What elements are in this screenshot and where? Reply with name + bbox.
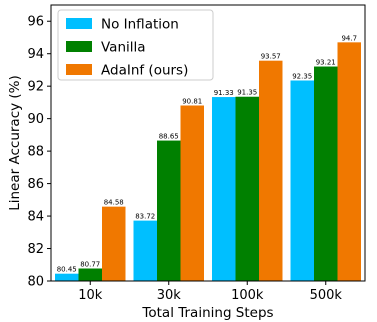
x-axis: 10k 30k 100k 500k bbox=[78, 281, 342, 303]
y-axis-label: Linear Accuracy (%) bbox=[7, 75, 23, 211]
y-tick-label-88: 88 bbox=[27, 145, 44, 160]
y-tick-label-90: 90 bbox=[27, 112, 44, 127]
data-label-vanilla-10k: 80.77 bbox=[80, 260, 100, 268]
data-label-no-inflation-500k: 92.35 bbox=[292, 72, 312, 80]
legend-label-adainf-ours: AdaInf (ours) bbox=[101, 63, 188, 79]
legend-swatch-vanilla bbox=[66, 41, 92, 52]
bar-no-inflation-100k bbox=[212, 97, 236, 282]
bar-vanilla-10k bbox=[78, 268, 102, 281]
plot-frame bbox=[50, 4, 366, 282]
y-axis: 80 82 84 86 88 90 92 94 96 bbox=[27, 15, 51, 290]
data-label-no-inflation-10k: 80.45 bbox=[57, 266, 77, 274]
x-tick-label-500k: 500k bbox=[310, 288, 343, 303]
legend-swatch-no-inflation bbox=[66, 18, 92, 29]
x-tick-label-30k: 30k bbox=[157, 288, 182, 303]
data-label-adainf-ours-500k: 94.7 bbox=[341, 34, 357, 42]
data-labels-layer: 80.45 83.72 91.33 92.35 80.77 88.65 91.35 93.21… bbox=[57, 34, 357, 273]
bar-adainf-ours-10k bbox=[102, 206, 126, 281]
bars-layer bbox=[55, 42, 361, 282]
data-label-vanilla-500k: 93.21 bbox=[316, 59, 336, 67]
y-tick-label-80: 80 bbox=[27, 275, 44, 290]
x-tick-label-100k: 100k bbox=[231, 288, 264, 303]
x-tick-label-10k: 10k bbox=[78, 288, 103, 303]
bar-vanilla-500k bbox=[314, 66, 338, 281]
data-label-adainf-ours-10k: 84.58 bbox=[104, 199, 124, 207]
x-axis-label: Total Training Steps bbox=[141, 305, 273, 321]
bar-adainf-ours-500k bbox=[337, 42, 361, 282]
bar-no-inflation-10k bbox=[55, 273, 79, 281]
legend-label-no-inflation: No Inflation bbox=[101, 17, 179, 33]
legend-swatch-adainf-ours bbox=[66, 64, 92, 75]
y-tick-label-96: 96 bbox=[27, 15, 44, 30]
y-tick-label-82: 82 bbox=[27, 242, 44, 257]
legend: No Inflation Vanilla AdaInf (ours) bbox=[57, 9, 214, 81]
data-label-vanilla-100k: 91.35 bbox=[237, 89, 257, 97]
data-label-no-inflation-30k: 83.72 bbox=[135, 213, 155, 221]
y-tick-label-84: 84 bbox=[27, 210, 44, 225]
data-label-no-inflation-100k: 91.33 bbox=[214, 89, 234, 97]
legend-box bbox=[57, 9, 214, 81]
bar-adainf-ours-100k bbox=[259, 60, 283, 281]
bar-vanilla-30k bbox=[157, 140, 181, 281]
bar-no-inflation-500k bbox=[290, 80, 314, 282]
legend-label-vanilla: Vanilla bbox=[101, 40, 146, 56]
data-label-adainf-ours-30k: 90.81 bbox=[182, 97, 202, 105]
data-label-adainf-ours-100k: 93.57 bbox=[261, 53, 281, 61]
y-tick-label-86: 86 bbox=[27, 177, 44, 192]
y-tick-label-92: 92 bbox=[27, 80, 44, 95]
y-tick-label-94: 94 bbox=[27, 47, 44, 62]
bar-vanilla-100k bbox=[235, 96, 259, 282]
bar-adainf-ours-30k bbox=[180, 105, 204, 282]
bar-no-inflation-30k bbox=[133, 220, 157, 281]
data-label-vanilla-30k: 88.65 bbox=[159, 133, 179, 141]
